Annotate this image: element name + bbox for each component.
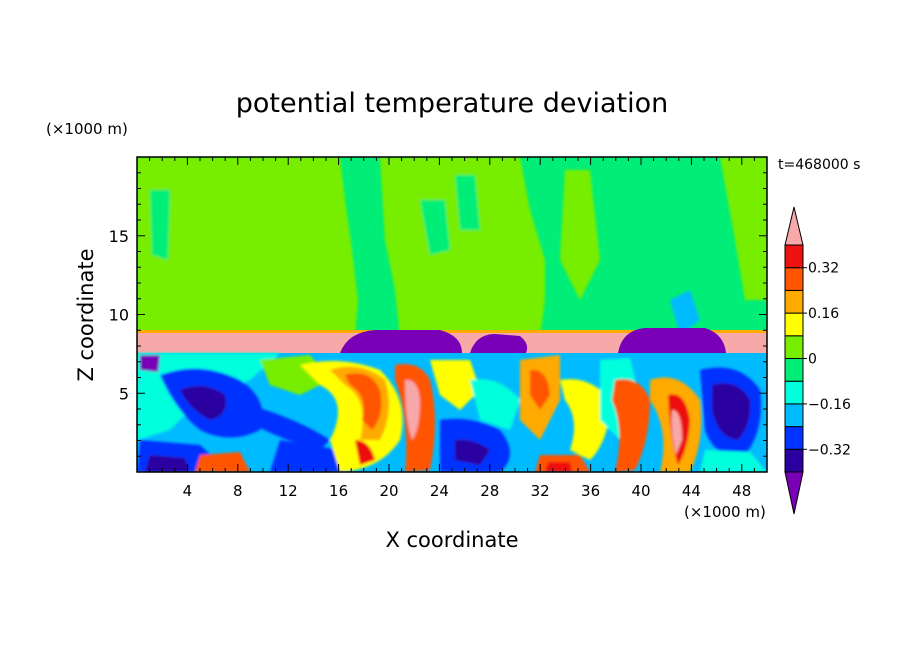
- dome-3: [618, 328, 726, 353]
- y-tick-label: 5: [119, 384, 129, 403]
- colorbar-swatch: [784, 448, 804, 473]
- contour-field: [137, 157, 767, 472]
- colorbar-swatch: [784, 403, 804, 428]
- y-tick-label: 10: [109, 306, 129, 325]
- y-axis: 5 10 15: [109, 172, 767, 457]
- colorbar-swatch: [784, 312, 804, 337]
- x-tick-label: 20: [379, 482, 398, 500]
- x-tick-label: 8: [233, 482, 243, 500]
- colorbar-max-extension: [784, 206, 804, 246]
- x-tick-label: 28: [480, 482, 499, 500]
- colorbar-swatch: [784, 244, 804, 269]
- x-tick-label: 32: [531, 482, 550, 500]
- upper-patches: [137, 157, 767, 337]
- colorbar-label: 0.32: [808, 261, 839, 277]
- x-tick-label: 44: [682, 482, 701, 500]
- colorbar-label: 0.16: [808, 306, 839, 322]
- y-tick-label: 15: [109, 227, 129, 246]
- y-unit-label: (×1000 m): [46, 120, 128, 138]
- colorbar-swatch: [784, 289, 804, 314]
- x-tick-label: 16: [329, 482, 348, 500]
- x-unit-label: (×1000 m): [684, 503, 766, 521]
- y-axis-title: Z coordinate: [74, 248, 98, 381]
- colorbar-swatch: [784, 335, 804, 359]
- x-tick-label: 48: [732, 482, 751, 500]
- x-tick-label: 40: [631, 482, 650, 500]
- x-axis: 4 8 12 16 20 24 28 32 36 40 44 48: [149, 157, 755, 500]
- colorbar-swatch: [784, 426, 804, 450]
- x-axis-title: X coordinate: [385, 528, 518, 552]
- colorbar-min-extension: [784, 471, 804, 515]
- colorbar-label: −0.16: [808, 397, 851, 413]
- colorbar-swatch: [784, 358, 804, 382]
- chart-title: potential temperature deviation: [236, 88, 668, 119]
- x-tick-label: 12: [279, 482, 298, 500]
- colorbar-label: −0.32: [808, 442, 851, 458]
- colorbar-swatch: [784, 267, 804, 291]
- time-label: t=468000 s: [778, 157, 860, 173]
- x-tick-label: 36: [581, 482, 600, 500]
- colorbar: 0.32 0.16 0 −0.16 −0.32: [784, 206, 851, 515]
- colorbar-label: 0: [808, 352, 817, 368]
- lower-patches: [137, 353, 767, 472]
- colorbar-swatch: [784, 380, 804, 405]
- x-tick-label: 24: [430, 482, 449, 500]
- x-tick-label: 4: [183, 482, 193, 500]
- dome-2: [470, 334, 528, 353]
- dome-1: [340, 330, 462, 353]
